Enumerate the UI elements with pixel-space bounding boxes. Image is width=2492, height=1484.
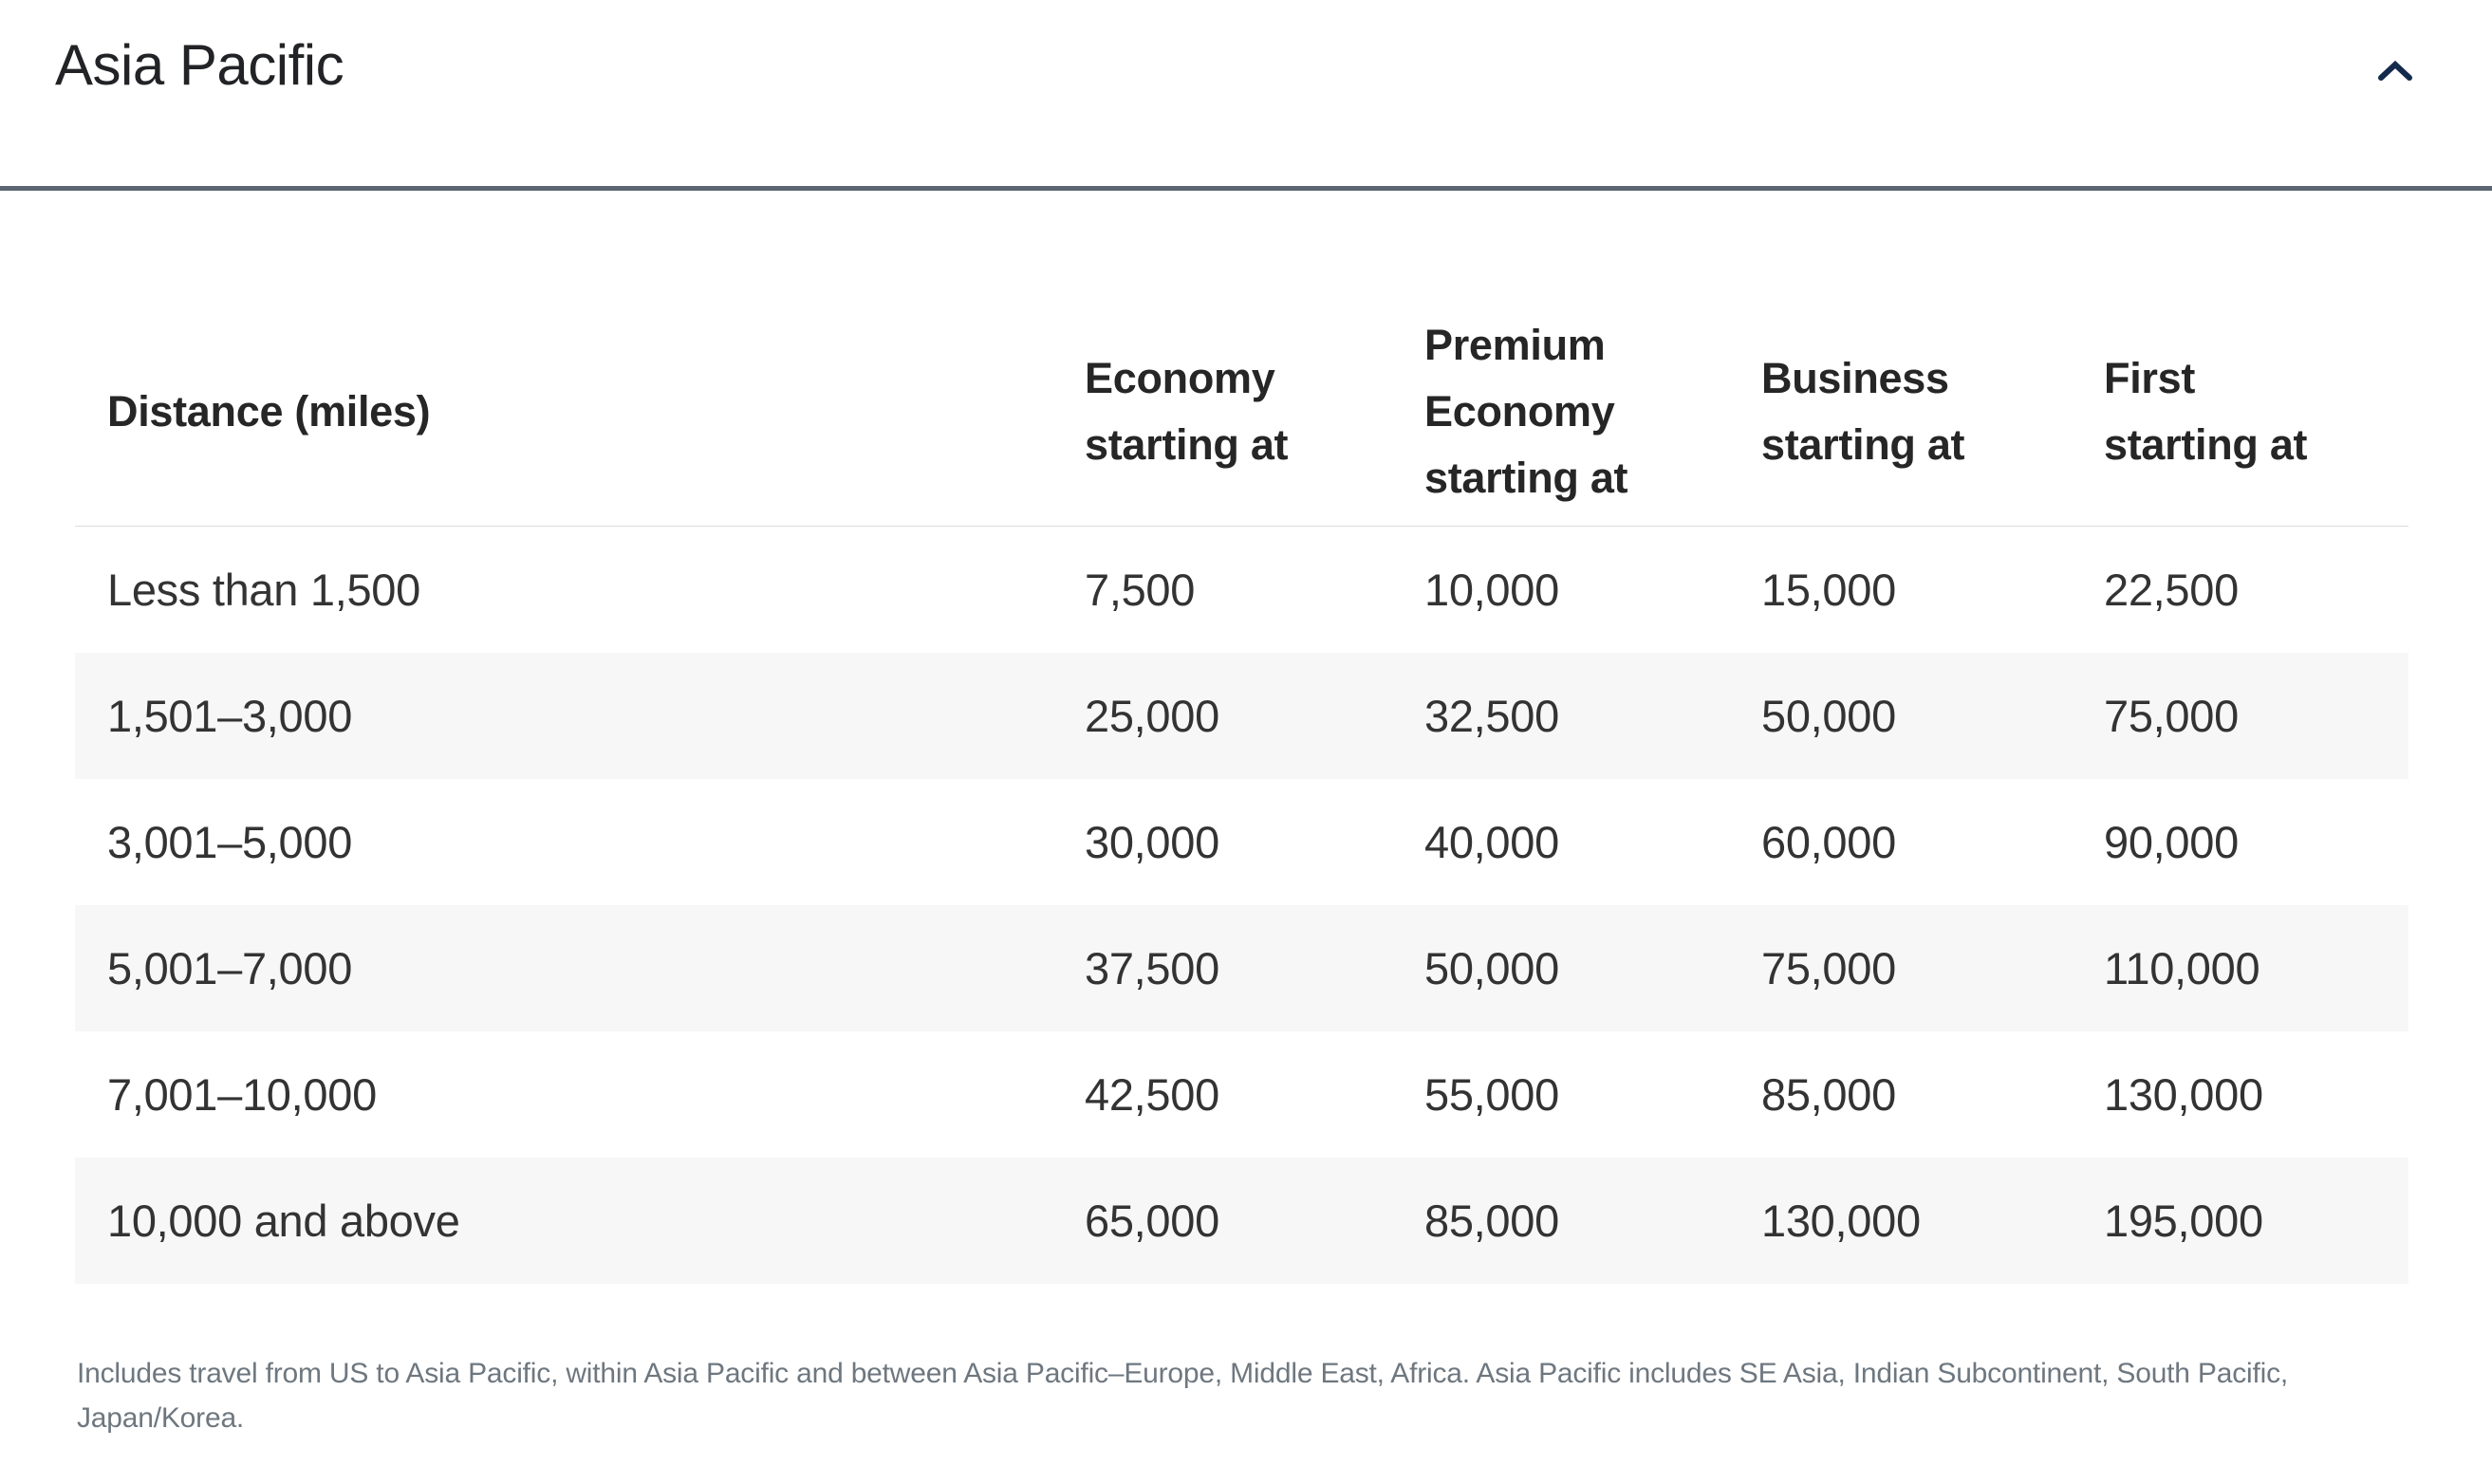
- cell-distance: 5,001–7,000: [107, 942, 353, 993]
- cell-premium-economy: 55,000: [1424, 1068, 1559, 1120]
- cell-business: 75,000: [1761, 942, 1896, 993]
- table-row: 10,000 and above 65,000 85,000 130,000 1…: [75, 1158, 2408, 1284]
- cell-business: 85,000: [1761, 1068, 1896, 1120]
- cell-economy: 30,000: [1085, 816, 1219, 867]
- cell-premium-economy: 10,000: [1424, 564, 1559, 615]
- cell-business: 130,000: [1761, 1195, 1921, 1246]
- cell-distance: 1,501–3,000: [107, 690, 353, 741]
- award-table: Distance (miles) Economy starting at Pre…: [75, 193, 2408, 1284]
- table-body: Less than 1,500 7,500 10,000 15,000 22,5…: [75, 527, 2408, 1284]
- cell-distance: 3,001–5,000: [107, 816, 353, 867]
- cell-business: 15,000: [1761, 564, 1896, 615]
- cell-economy: 25,000: [1085, 690, 1219, 741]
- cell-first-class: 130,000: [2104, 1068, 2263, 1120]
- section-divider: [0, 186, 2492, 191]
- cell-distance: 7,001–10,000: [107, 1068, 377, 1120]
- cell-premium-economy: 32,500: [1424, 690, 1559, 741]
- table-row: Less than 1,500 7,500 10,000 15,000 22,5…: [75, 527, 2408, 653]
- section-title: Asia Pacific: [55, 33, 344, 97]
- cell-economy: 42,500: [1085, 1068, 1219, 1120]
- cell-economy: 37,500: [1085, 942, 1219, 993]
- cell-first-class: 22,500: [2104, 564, 2239, 615]
- cell-distance: 10,000 and above: [107, 1195, 460, 1246]
- cell-economy: 65,000: [1085, 1195, 1219, 1246]
- column-header-first: First starting at: [2104, 353, 2308, 469]
- cell-first-class: 110,000: [2104, 942, 2260, 993]
- cell-business: 60,000: [1761, 816, 1896, 867]
- table-row: 5,001–7,000 37,500 50,000 75,000 110,000: [75, 905, 2408, 1031]
- column-header-premium-economy: Premium Economy starting at: [1424, 320, 1628, 502]
- footnote: Includes travel from US to Asia Pacific,…: [77, 1358, 2289, 1434]
- cell-premium-economy: 50,000: [1424, 942, 1559, 993]
- cell-premium-economy: 85,000: [1424, 1195, 1559, 1246]
- column-header-economy: Economy starting at: [1085, 353, 1289, 469]
- column-header-business: Business starting at: [1761, 353, 1965, 469]
- cell-economy: 7,500: [1085, 564, 1196, 615]
- column-header-distance: Distance (miles): [107, 386, 431, 436]
- table-row: 7,001–10,000 42,500 55,000 85,000 130,00…: [75, 1031, 2408, 1158]
- cell-first-class: 75,000: [2104, 690, 2239, 741]
- table-header-row: Distance (miles) Economy starting at Pre…: [75, 193, 2408, 527]
- collapse-section-button[interactable]: [2367, 46, 2424, 97]
- region-section-header: Asia Pacific: [0, 0, 2492, 186]
- table-row: 1,501–3,000 25,000 32,500 50,000 75,000: [75, 653, 2408, 779]
- table-row: 3,001–5,000 30,000 40,000 60,000 90,000: [75, 779, 2408, 905]
- cell-business: 50,000: [1761, 690, 1896, 741]
- cell-first-class: 195,000: [2104, 1195, 2263, 1246]
- cell-premium-economy: 40,000: [1424, 816, 1559, 867]
- cell-first-class: 90,000: [2104, 816, 2239, 867]
- chevron-up-icon: [2378, 60, 2412, 81]
- cell-distance: Less than 1,500: [107, 564, 420, 615]
